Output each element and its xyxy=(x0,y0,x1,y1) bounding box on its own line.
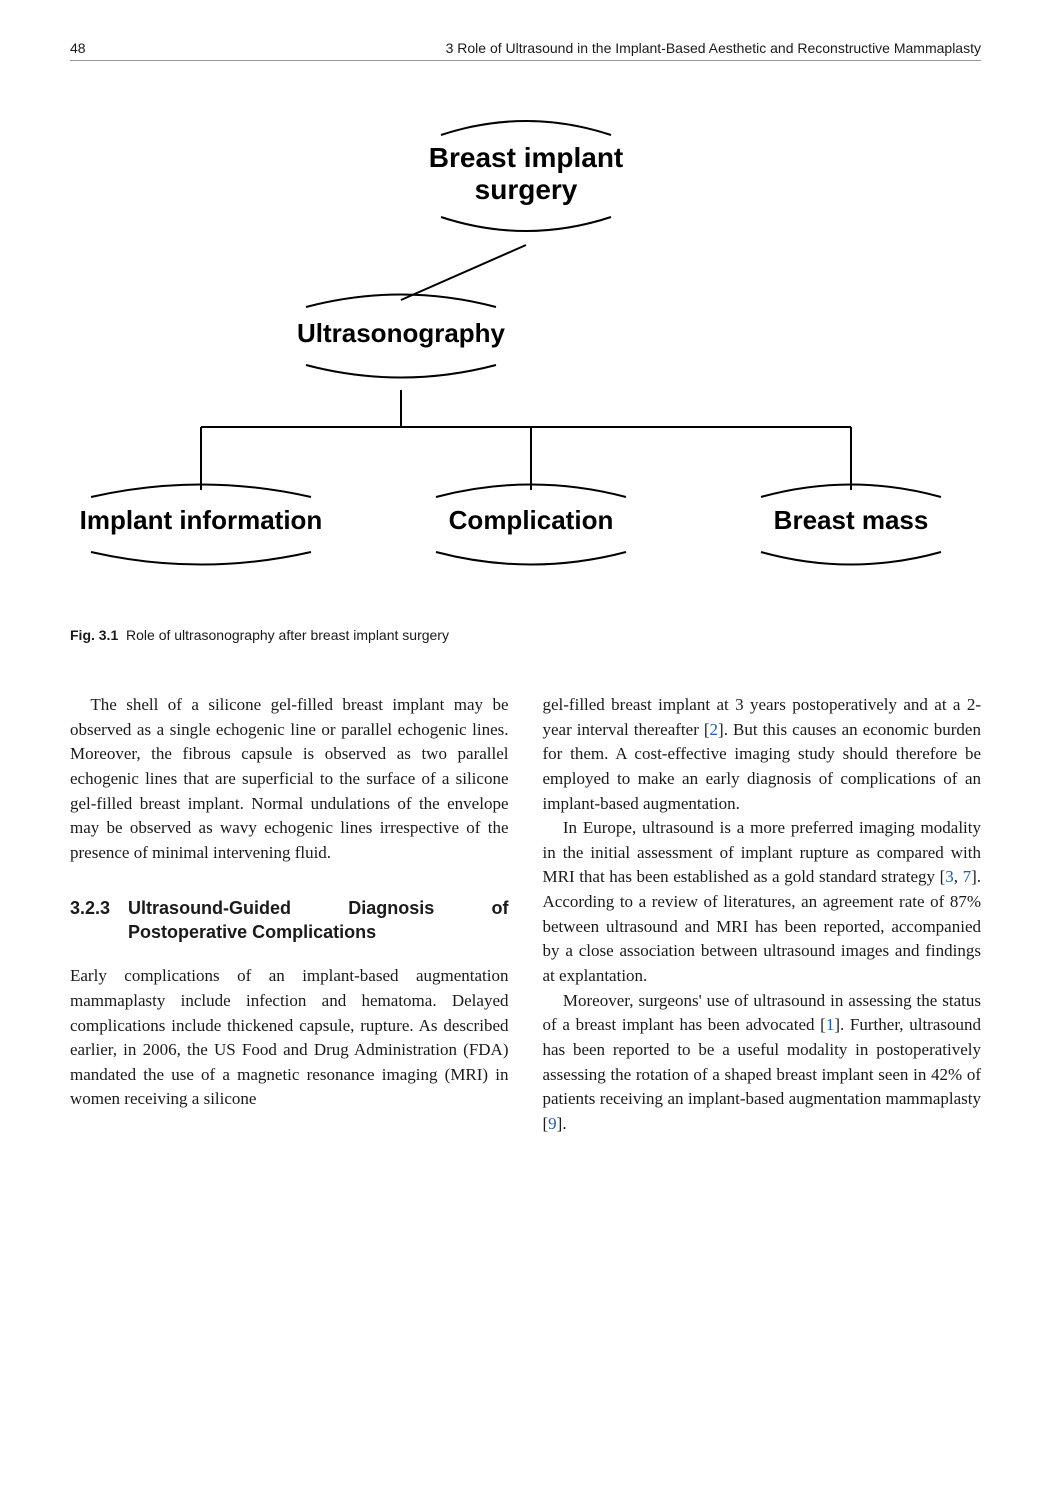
node-implant-information: Implant information xyxy=(79,485,322,565)
hierarchy-diagram: Breast implant surgery Ultrasonography I… xyxy=(71,97,981,597)
right-p2: In Europe, ultrasound is a more preferre… xyxy=(543,816,982,988)
ref-sep: , xyxy=(954,867,963,886)
left-p2: Early complications of an implant-based … xyxy=(70,964,509,1112)
ref-3[interactable]: 3 xyxy=(945,867,954,886)
ref-9[interactable]: 9 xyxy=(548,1114,557,1133)
figure-label: Fig. 3.1 xyxy=(70,627,118,643)
left-column: The shell of a silicone gel-filled breas… xyxy=(70,693,509,1137)
section-title: Ultrasound-Guided Diagnosis of Postopera… xyxy=(128,897,508,944)
node-leaf3-label: Breast mass xyxy=(773,505,928,535)
left-p1: The shell of a silicone gel-filled breas… xyxy=(70,693,509,865)
ref-7[interactable]: 7 xyxy=(963,867,972,886)
node-complication: Complication xyxy=(436,485,626,565)
node-breast-mass: Breast mass xyxy=(761,485,941,565)
figure-caption: Fig. 3.1 Role of ultrasonography after b… xyxy=(70,627,981,643)
node-root-label-line1: Breast implant xyxy=(428,142,623,173)
right-p1: gel-filled breast implant at 3 years pos… xyxy=(543,693,982,816)
figure-caption-text: Role of ultrasonography after breast imp… xyxy=(126,627,449,643)
section-heading: 3.2.3 Ultrasound-Guided Diagnosis of Pos… xyxy=(70,897,509,944)
page-number: 48 xyxy=(70,40,130,56)
node-mid-label: Ultrasonography xyxy=(296,318,505,348)
node-root: Breast implant surgery xyxy=(428,121,623,231)
body-columns: The shell of a silicone gel-filled breas… xyxy=(70,693,981,1137)
right-p3c: ]. xyxy=(557,1114,567,1133)
node-leaf1-label: Implant information xyxy=(79,505,322,535)
ref-2[interactable]: 2 xyxy=(710,720,719,739)
edge-root-mid xyxy=(401,245,526,300)
chapter-title: 3 Role of Ultrasound in the Implant-Base… xyxy=(130,40,981,56)
node-root-label-line2: surgery xyxy=(474,174,577,205)
right-p2a: In Europe, ultrasound is a more preferre… xyxy=(543,818,982,886)
node-leaf2-label: Complication xyxy=(448,505,613,535)
section-number: 3.2.3 xyxy=(70,897,110,944)
right-column: gel-filled breast implant at 3 years pos… xyxy=(543,693,982,1137)
right-p3: Moreover, surgeons' use of ultrasound in… xyxy=(543,989,982,1137)
running-header: 48 3 Role of Ultrasound in the Implant-B… xyxy=(70,40,981,61)
node-ultrasonography: Ultrasonography xyxy=(296,295,505,378)
